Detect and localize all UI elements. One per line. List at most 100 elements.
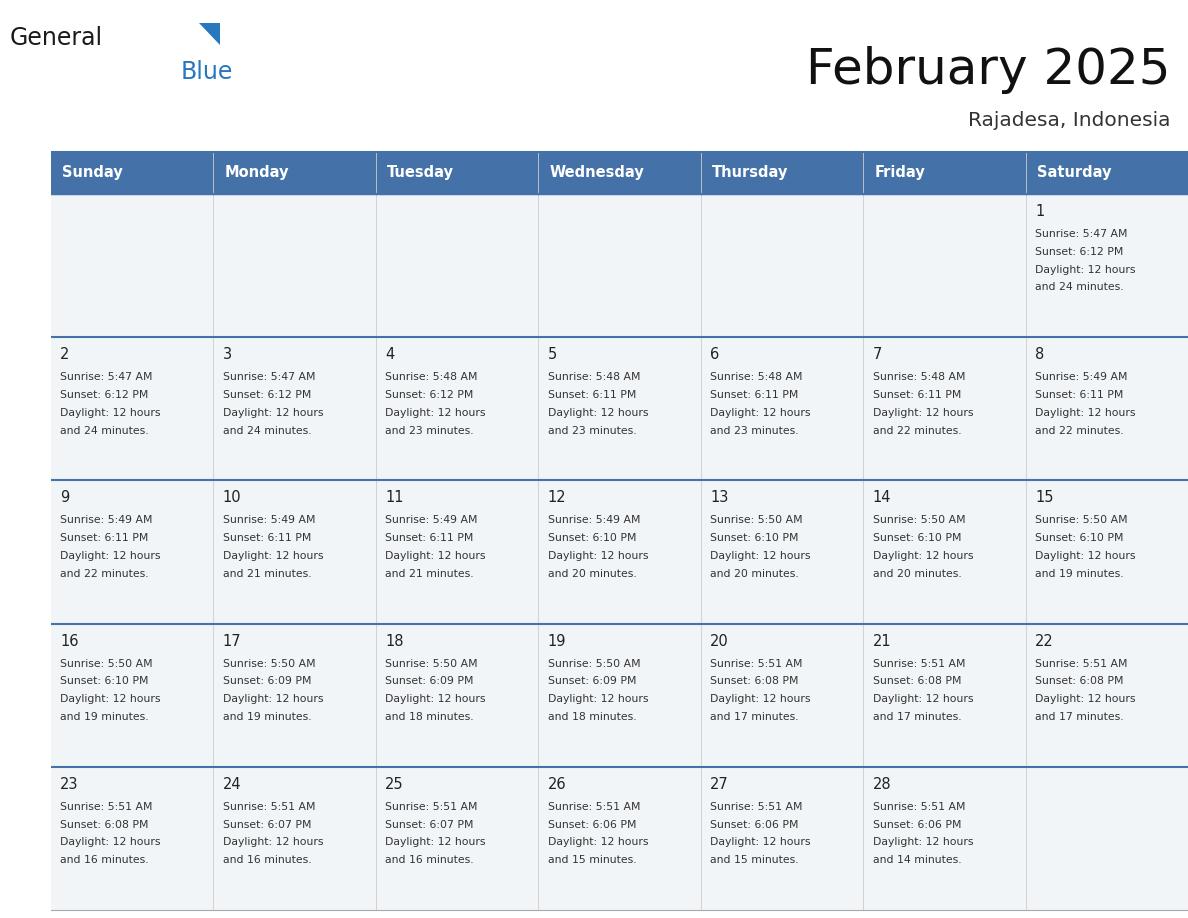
Text: Daylight: 12 hours: Daylight: 12 hours [1035,694,1136,704]
Text: 10: 10 [222,490,241,506]
Text: Sunrise: 5:51 AM: Sunrise: 5:51 AM [61,801,152,812]
Text: Sunset: 6:07 PM: Sunset: 6:07 PM [385,820,474,830]
Bar [51,152,213,194]
Bar [213,480,375,623]
Text: Sunrise: 5:47 AM: Sunrise: 5:47 AM [222,372,315,382]
Text: Sunrise: 5:51 AM: Sunrise: 5:51 AM [1035,658,1127,668]
Text: Sunset: 6:10 PM: Sunset: 6:10 PM [1035,533,1124,543]
Text: and 21 minutes.: and 21 minutes. [385,569,474,579]
Bar [862,767,1025,910]
Text: Sunset: 6:08 PM: Sunset: 6:08 PM [872,677,961,687]
Text: Sunrise: 5:47 AM: Sunrise: 5:47 AM [1035,229,1127,239]
Bar [701,767,862,910]
Text: and 16 minutes.: and 16 minutes. [385,856,474,865]
Bar [538,152,701,194]
Text: 18: 18 [385,633,404,649]
Text: Sunrise: 5:50 AM: Sunrise: 5:50 AM [1035,515,1127,525]
Text: Blue: Blue [181,60,233,84]
Text: 1: 1 [1035,204,1044,219]
Text: Sunset: 6:12 PM: Sunset: 6:12 PM [1035,247,1124,257]
Bar [213,337,375,480]
Text: Sunset: 6:06 PM: Sunset: 6:06 PM [872,820,961,830]
Text: Sunset: 6:06 PM: Sunset: 6:06 PM [548,820,636,830]
Bar [862,337,1025,480]
Text: Daylight: 12 hours: Daylight: 12 hours [385,837,486,847]
Text: 27: 27 [710,777,728,792]
Text: Daylight: 12 hours: Daylight: 12 hours [61,551,160,561]
Bar [51,337,213,480]
Bar [1025,152,1188,194]
Text: Daylight: 12 hours: Daylight: 12 hours [1035,551,1136,561]
Text: February 2025: February 2025 [807,46,1170,94]
Text: Sunrise: 5:51 AM: Sunrise: 5:51 AM [710,658,803,668]
Bar [862,623,1025,767]
Text: and 20 minutes.: and 20 minutes. [710,569,798,579]
Text: Sunrise: 5:51 AM: Sunrise: 5:51 AM [710,801,803,812]
Text: 8: 8 [1035,347,1044,363]
Text: Sunset: 6:10 PM: Sunset: 6:10 PM [548,533,636,543]
Bar [375,623,538,767]
Text: 13: 13 [710,490,728,506]
Text: Sunset: 6:11 PM: Sunset: 6:11 PM [710,390,798,400]
Text: and 23 minutes.: and 23 minutes. [548,426,637,436]
Text: General: General [10,26,103,50]
Text: 23: 23 [61,777,78,792]
Text: Sunset: 6:10 PM: Sunset: 6:10 PM [61,677,148,687]
Text: Monday: Monday [225,165,289,181]
Text: Sunset: 6:08 PM: Sunset: 6:08 PM [1035,677,1124,687]
Text: Sunrise: 5:50 AM: Sunrise: 5:50 AM [710,515,803,525]
Bar [375,480,538,623]
Text: Sunrise: 5:51 AM: Sunrise: 5:51 AM [872,658,965,668]
Text: 5: 5 [548,347,557,363]
Text: Sunrise: 5:51 AM: Sunrise: 5:51 AM [872,801,965,812]
Text: Daylight: 12 hours: Daylight: 12 hours [872,551,973,561]
Bar [701,480,862,623]
Text: Sunset: 6:11 PM: Sunset: 6:11 PM [385,533,474,543]
Text: Sunset: 6:06 PM: Sunset: 6:06 PM [710,820,798,830]
Text: Sunset: 6:12 PM: Sunset: 6:12 PM [61,390,148,400]
Text: and 17 minutes.: and 17 minutes. [710,712,798,722]
Text: Thursday: Thursday [712,165,789,181]
Text: Daylight: 12 hours: Daylight: 12 hours [385,694,486,704]
Text: Sunrise: 5:49 AM: Sunrise: 5:49 AM [385,515,478,525]
Text: Daylight: 12 hours: Daylight: 12 hours [61,408,160,418]
Text: 11: 11 [385,490,404,506]
Text: Daylight: 12 hours: Daylight: 12 hours [61,694,160,704]
Text: Daylight: 12 hours: Daylight: 12 hours [710,694,810,704]
Bar [1025,480,1188,623]
Bar [51,623,213,767]
Text: Daylight: 12 hours: Daylight: 12 hours [872,837,973,847]
Text: and 23 minutes.: and 23 minutes. [385,426,474,436]
Text: Daylight: 12 hours: Daylight: 12 hours [872,694,973,704]
Text: Sunrise: 5:50 AM: Sunrise: 5:50 AM [548,658,640,668]
Text: 15: 15 [1035,490,1054,506]
Text: Daylight: 12 hours: Daylight: 12 hours [385,551,486,561]
Text: Saturday: Saturday [1037,165,1112,181]
Bar [213,194,375,337]
Text: Sunrise: 5:51 AM: Sunrise: 5:51 AM [548,801,640,812]
Text: 20: 20 [710,633,728,649]
Bar [538,767,701,910]
Text: 3: 3 [222,347,232,363]
Bar [375,337,538,480]
Text: and 15 minutes.: and 15 minutes. [548,856,637,865]
Bar [51,767,213,910]
Text: Rajadesa, Indonesia: Rajadesa, Indonesia [968,110,1170,129]
Text: and 14 minutes.: and 14 minutes. [872,856,961,865]
Text: Sunset: 6:10 PM: Sunset: 6:10 PM [872,533,961,543]
Text: and 24 minutes.: and 24 minutes. [222,426,311,436]
Text: Sunset: 6:10 PM: Sunset: 6:10 PM [710,533,798,543]
Bar [538,337,701,480]
Text: Daylight: 12 hours: Daylight: 12 hours [1035,408,1136,418]
Text: Sunset: 6:12 PM: Sunset: 6:12 PM [222,390,311,400]
Text: and 18 minutes.: and 18 minutes. [548,712,637,722]
Text: and 18 minutes.: and 18 minutes. [385,712,474,722]
Text: Daylight: 12 hours: Daylight: 12 hours [385,408,486,418]
Text: Sunset: 6:11 PM: Sunset: 6:11 PM [222,533,311,543]
Bar [862,480,1025,623]
Text: 14: 14 [872,490,891,506]
Text: and 19 minutes.: and 19 minutes. [1035,569,1124,579]
Text: 4: 4 [385,347,394,363]
Text: Sunset: 6:08 PM: Sunset: 6:08 PM [710,677,798,687]
Text: and 19 minutes.: and 19 minutes. [222,712,311,722]
